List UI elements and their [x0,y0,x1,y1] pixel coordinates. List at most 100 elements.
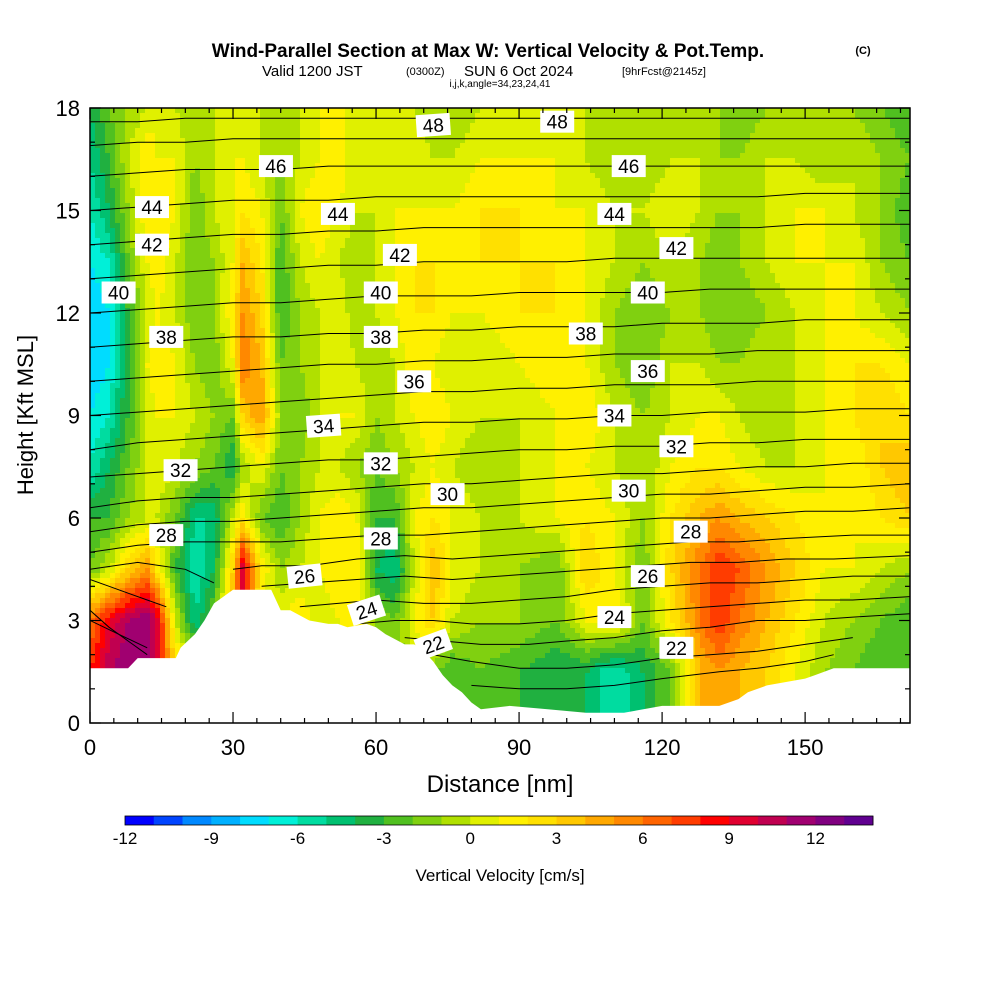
theta-contour-line [90,507,910,553]
theta-contour-label: 46 [258,155,293,178]
theta-contour-label: 30 [611,479,646,503]
colorbar-swatch [211,816,241,825]
theta-contour-label: 26 [630,565,665,588]
colorbar-swatch [355,816,385,825]
theta-contour-line [232,534,910,570]
copyright-mark: (C) [855,45,871,57]
theta-label-text: 32 [666,437,687,458]
colorbar-swatch [786,816,816,825]
colorbar-swatch [153,816,183,825]
colorbar-swatch [844,816,874,825]
theta-contour-label: 48 [540,110,575,134]
theta-contour-label: 28 [673,520,708,544]
theta-contour-line [90,483,910,533]
theta-label-text: 40 [370,284,391,305]
colorbar-tick-label: -3 [376,829,391,848]
theta-contour-line [90,165,910,177]
colorbar-swatch [383,816,414,825]
theta-contour-line [90,561,215,584]
theta-label-text: 48 [422,115,445,137]
theta-contour-line [90,192,910,211]
plot-frame [89,107,911,724]
colorbar-swatch [556,816,586,825]
theta-label-text: 26 [293,566,316,589]
theta-label-text: 38 [156,328,177,349]
chart-title: Wind-Parallel Section at Max W: Vertical… [212,41,764,62]
x-tick-label: 60 [364,735,388,760]
theta-contour-line [261,555,910,587]
theta-label-text: 28 [370,530,391,551]
y-tick-label: 6 [68,506,80,531]
theta-contour-line [90,462,910,509]
theta-contour-line [90,620,148,649]
valid-utc: (0300Z) [406,66,445,78]
theta-contour-label: 46 [611,155,646,178]
colorbar-swatch [815,816,845,825]
theta-contour-line [90,319,910,348]
theta-contour-label: 42 [134,233,169,257]
theta-label-text: 38 [575,325,596,346]
theta-label-text: 34 [604,407,626,428]
theta-contour-label: 26 [286,563,323,589]
colorbar-tick-label: 9 [724,829,733,848]
theta-contour-label: 40 [630,281,665,305]
colorbar-swatch [729,816,759,825]
theta-contour-line [433,637,853,669]
x-tick-label: 90 [507,735,531,760]
colorbar-swatch [412,816,442,825]
colorbar-tick-label: 6 [638,829,647,848]
theta-label-text: 44 [327,205,349,226]
theta-contour-label: 32 [659,435,694,458]
theta-contour-label: 28 [149,524,184,547]
theta-contour-label: 44 [134,196,169,219]
theta-contour-label: 38 [149,325,184,349]
colorbar-swatch [326,816,356,825]
theta-label-text: 28 [680,523,701,544]
theta-label-text: 40 [637,284,658,305]
theta-label-text: 40 [108,284,129,305]
colorbar-swatch [441,816,471,825]
potential-temperature-contours [90,117,910,690]
theta-label-text: 26 [637,567,658,588]
theta-label-text: 46 [618,157,639,178]
theta-label-text: 30 [437,485,458,506]
colorbar-tick-label: -6 [290,829,305,848]
theta-label-text: 32 [370,454,391,475]
colorbar-swatch [268,816,299,825]
theta-contour-label: 22 [413,628,453,661]
colorbar-swatch [671,816,701,825]
y-tick-label: 0 [68,711,80,736]
y-tick-label: 9 [68,404,80,429]
theta-contour-line [90,117,910,123]
x-tick-label: 30 [221,735,245,760]
theta-label-text: 38 [370,328,391,349]
colorbar-swatch [642,816,673,825]
theta-contour-label: 36 [630,360,665,383]
terrain-mask [90,589,910,723]
colorbar-swatch [614,816,644,825]
theta-label-text: 34 [312,416,335,438]
valid-time-line: Valid 1200 JST (0300Z) SUN 6 Oct 2024 [9… [262,63,706,80]
y-axis-label: Height [Kft MSL] [13,335,38,495]
theta-contour-line [90,380,910,416]
theta-contour-line [404,613,910,645]
theta-contour-label: 34 [305,413,342,438]
theta-label-text: 22 [666,639,687,660]
theta-label-text: 30 [618,482,639,503]
theta-contour-label: 28 [363,527,398,551]
theta-label-text: 24 [604,608,626,629]
y-tick-labels: 0 3 6 9 12 15 18 [56,96,80,736]
valid-prefix: Valid 1200 JST [262,63,363,80]
theta-contour-label: 30 [430,483,465,506]
colorbar-swatch [297,816,327,825]
axis-ticks [89,107,910,724]
theta-contour-label: 36 [397,370,432,393]
theta-label-text: 42 [389,246,410,267]
x-axis-label: Distance [nm] [427,771,574,798]
theta-contour-label: 38 [568,322,603,346]
x-tick-label: 150 [787,735,824,760]
colorbar-swatch [700,816,730,825]
theta-contour-label: 40 [101,281,136,305]
theta-contour-line [90,138,910,147]
